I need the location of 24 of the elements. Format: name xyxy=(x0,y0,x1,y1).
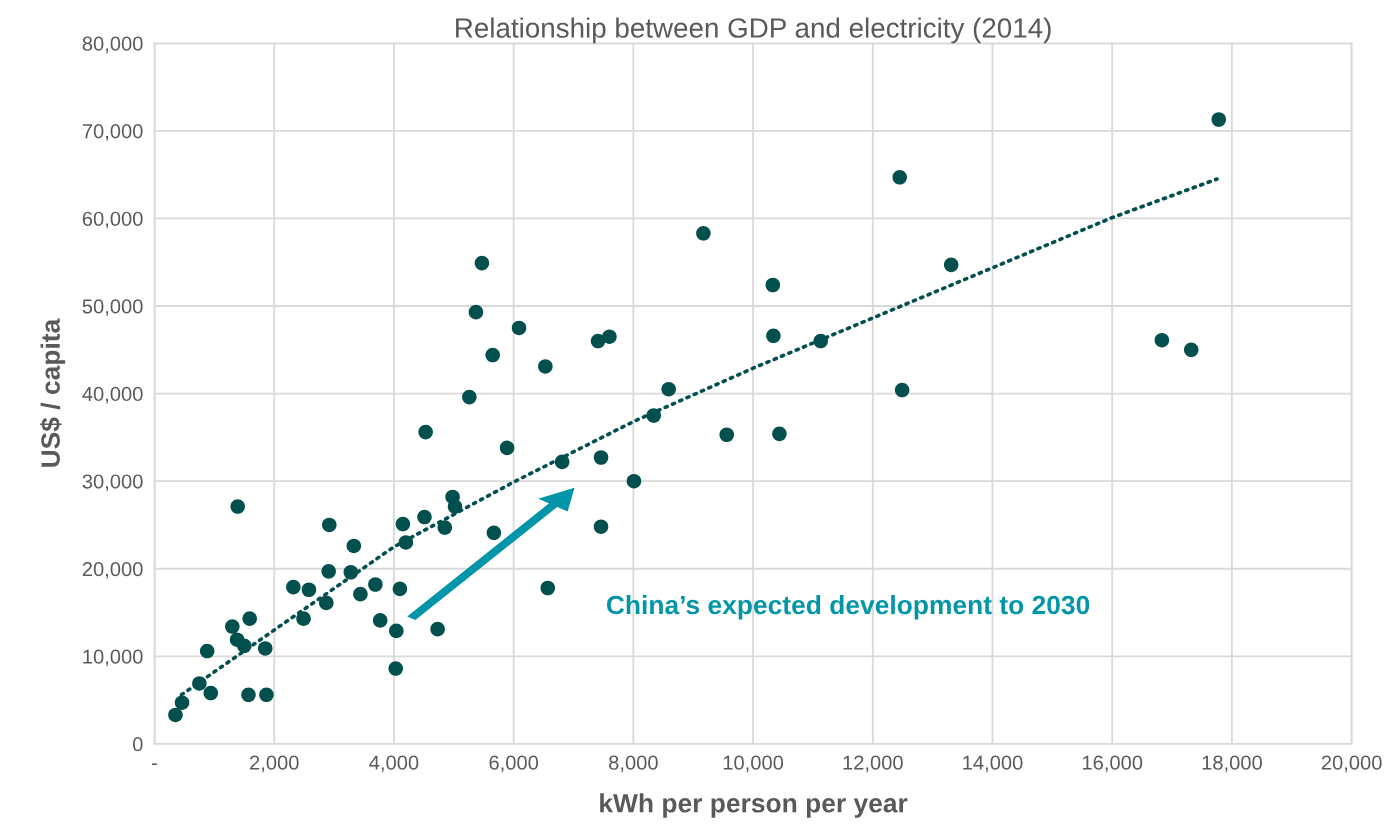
x-tick-label: 12,000 xyxy=(843,755,903,773)
y-tick-label: 0 xyxy=(132,737,143,752)
annotation: China’s expected development to 2030 xyxy=(606,594,1090,620)
x-tick-label: 10,000 xyxy=(723,755,784,773)
x-tick-label: 18,000 xyxy=(1202,755,1262,773)
y-axis-title: US$ / capita xyxy=(40,318,66,467)
x-tick-label: 16,000 xyxy=(1082,755,1143,773)
x-tick-label: 14,000 xyxy=(963,755,1023,773)
x-tick-label: - xyxy=(152,763,157,766)
x-tick-label: 20,000 xyxy=(1321,755,1382,773)
y-tick-label: 80,000 xyxy=(82,36,143,54)
y-tick-label: 20,000 xyxy=(82,561,143,579)
chart-title: Relationship between GDP and electricity (2014) xyxy=(456,17,1051,44)
y-tick-label: 50,000 xyxy=(82,299,143,316)
y-tick-label: 60,000 xyxy=(82,211,143,229)
y-tick-label: 40,000 xyxy=(82,386,143,404)
x-tick-label: 8,000 xyxy=(609,755,658,773)
y-tick-label: 10,000 xyxy=(83,649,143,667)
y-tick-label: 70,000 xyxy=(82,124,143,141)
x-tick-label: 6,000 xyxy=(489,755,539,773)
x-axis-title: kWh per person per year xyxy=(600,793,908,818)
y-tick-label: 30,000 xyxy=(82,474,143,492)
x-tick-label: 4,000 xyxy=(369,755,419,773)
x-tick-label: 2,000 xyxy=(250,755,299,773)
